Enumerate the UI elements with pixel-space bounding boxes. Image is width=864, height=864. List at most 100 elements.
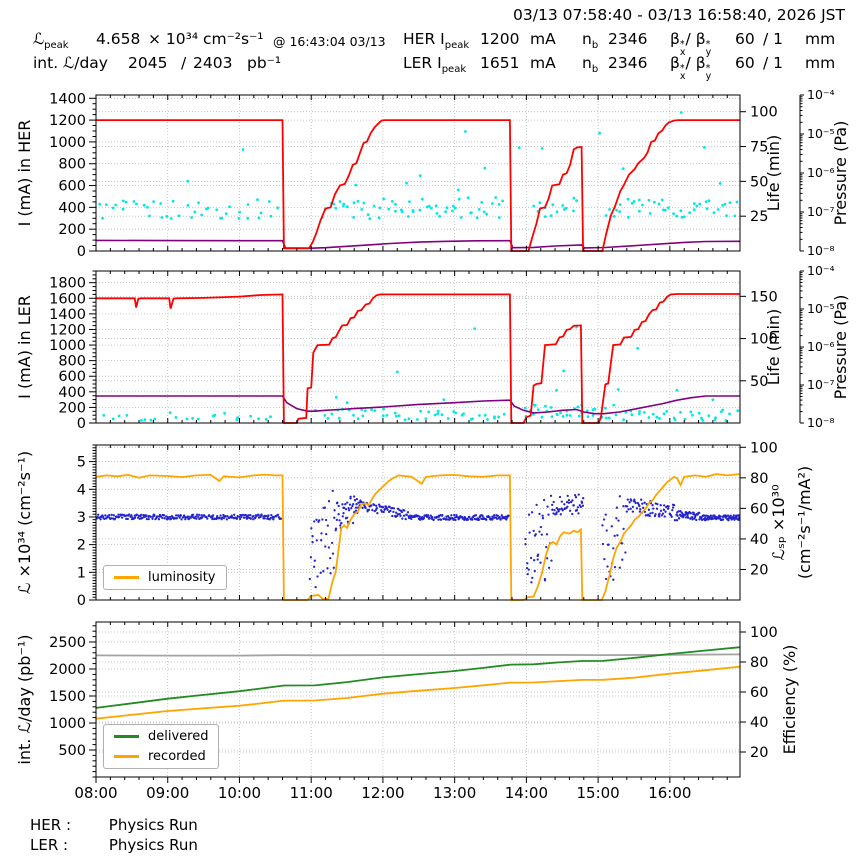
integrated-luminosity-chart: 08:00 09:00 10:00 11:00 12:00 13:00 14:00 15:00… [15, 621, 799, 802]
her-run-mode-row: HER : Physics Run [30, 816, 198, 834]
svg-text:40: 40 [750, 532, 768, 548]
her-current-line [96, 119, 741, 252]
integrated-luminosity-legend: delivered recorded [103, 724, 220, 769]
int-lum-unit: pb⁻¹ [247, 54, 282, 72]
legend-label: luminosity [148, 570, 216, 585]
her-beta-value: 60 [735, 30, 755, 48]
date-range: 03/13 07:58:40 - 03/13 16:58:40, 2026 JS… [513, 6, 845, 24]
ler-run-mode-value: Physics Run [108, 836, 198, 854]
svg-text:200: 200 [58, 222, 86, 238]
svg-text:1400: 1400 [49, 91, 86, 107]
svg-text:80: 80 [750, 655, 768, 671]
delivered-line [95, 646, 741, 709]
luminosity-chart: 0 1 2 3 4 5 ℒ ×10³⁴ (cm⁻²s⁻¹) 20 40 60 80 100 ℒₛₚ ×1… [15, 440, 814, 609]
svg-text:12:00: 12:00 [361, 784, 404, 802]
svg-text:50: 50 [750, 374, 768, 390]
svg-text:5: 5 [77, 455, 86, 471]
svg-text:1500: 1500 [49, 689, 86, 705]
ler-run-mode-label: LER : [30, 836, 69, 854]
svg-text:150: 150 [750, 289, 778, 305]
ler-nb-label: nb [582, 54, 599, 76]
svg-text:10⁻⁸: 10⁻⁸ [807, 415, 835, 430]
ler-beta-label: β * x / β * y [670, 54, 712, 83]
svg-text:800: 800 [58, 157, 86, 173]
peak-luminosity-timestamp: @ 16:43:04 03/13 [273, 34, 386, 49]
her-run-mode-value: Physics Run [108, 816, 198, 834]
svg-text:60: 60 [750, 685, 768, 701]
svg-text:600: 600 [58, 369, 86, 385]
svg-text:10:00: 10:00 [218, 784, 261, 802]
svg-text:1000: 1000 [49, 716, 86, 732]
ler-ipeak-label: LER Ipeak [403, 54, 467, 76]
luminosity-legend: luminosity [103, 565, 227, 590]
her-ipeak-unit: mA [530, 30, 556, 48]
svg-text:ℒ ×10³⁴ (cm⁻²s⁻¹): ℒ ×10³⁴ (cm⁻²s⁻¹) [15, 451, 34, 594]
svg-text:1000: 1000 [49, 135, 86, 151]
efficiency-line [95, 653, 741, 657]
svg-text:100: 100 [750, 625, 778, 641]
svg-text:10⁻⁶: 10⁻⁶ [807, 165, 835, 180]
recorded-line [95, 665, 741, 720]
svg-text:10⁻⁷: 10⁻⁷ [807, 377, 835, 392]
svg-text:100: 100 [750, 332, 778, 348]
svg-text:20: 20 [750, 745, 768, 761]
svg-text:1400: 1400 [49, 307, 86, 323]
legend-item-luminosity: luminosity [114, 570, 216, 585]
svg-text:2: 2 [77, 538, 86, 554]
int-lum-target: 2403 [193, 54, 233, 72]
delivered-swatch [114, 735, 139, 738]
svg-text:16:00: 16:00 [648, 784, 691, 802]
svg-text:1600: 1600 [49, 291, 86, 307]
svg-text:400: 400 [58, 385, 86, 401]
svg-text:500: 500 [58, 743, 86, 759]
recorded-swatch [114, 755, 139, 758]
svg-text:50: 50 [750, 174, 768, 190]
ler-ipeak-value: 1651 [480, 54, 520, 72]
ler-current-line [96, 293, 741, 424]
luminosity-swatch [114, 576, 139, 579]
her-nb-value: 2346 [608, 30, 648, 48]
int-lum-label: int. ℒ/day [33, 54, 108, 72]
svg-text:Pressure (Pa): Pressure (Pa) [831, 121, 850, 226]
svg-text:200: 200 [58, 400, 86, 416]
ler-beta-value: 60 [735, 54, 755, 72]
her-ipeak-label: HER Ipeak [403, 30, 470, 52]
ler-beta-unit: mm [805, 54, 836, 72]
ler-life-line [96, 395, 741, 415]
ler-ipeak-unit: mA [530, 54, 556, 72]
her-ipeak-value: 1200 [480, 30, 520, 48]
svg-text:2000: 2000 [49, 662, 86, 678]
svg-text:Life (min): Life (min) [764, 135, 783, 212]
svg-text:09:00: 09:00 [146, 784, 189, 802]
svg-text:08:00: 08:00 [74, 784, 117, 802]
svg-text:14:00: 14:00 [505, 784, 548, 802]
svg-text:100: 100 [750, 440, 778, 456]
svg-text:2500: 2500 [49, 635, 86, 651]
svg-text:3: 3 [77, 510, 86, 526]
her-beta-label: β * x / β * y [670, 30, 712, 59]
svg-text:400: 400 [58, 200, 86, 216]
svg-text:1200: 1200 [49, 113, 86, 129]
svg-text:I (mA) in LER: I (mA) in LER [15, 295, 34, 399]
svg-text:10⁻⁵: 10⁻⁵ [807, 126, 835, 141]
her-run-mode-label: HER : [30, 816, 72, 834]
peak-luminosity-value: 4.658 [96, 30, 141, 48]
svg-text:4: 4 [77, 482, 86, 498]
svg-text:10⁻⁸: 10⁻⁸ [807, 243, 835, 258]
svg-text:Life (min): Life (min) [764, 309, 783, 386]
svg-text:600: 600 [58, 179, 86, 195]
svg-text:1: 1 [77, 565, 86, 581]
svg-text:10⁻⁴: 10⁻⁴ [807, 263, 835, 278]
her-current-chart: 0 200 400 600 800 1000 1200 1400 I (mA) in HER 25… [15, 87, 850, 260]
peak-luminosity-unit: × 10³⁴ cm⁻²s⁻¹ [148, 30, 264, 48]
svg-text:75: 75 [750, 140, 768, 156]
her-beta-unit: mm [805, 30, 836, 48]
svg-text:40: 40 [750, 715, 768, 731]
svg-text:0: 0 [77, 244, 86, 260]
svg-text:15:00: 15:00 [576, 784, 619, 802]
svg-text:80: 80 [750, 471, 768, 487]
svg-text:ℒₛₚ ×10³⁰: ℒₛₚ ×10³⁰ [769, 484, 788, 560]
svg-text:I (mA) in HER: I (mA) in HER [15, 120, 34, 227]
svg-text:int. ℒ/day (pb⁻¹): int. ℒ/day (pb⁻¹) [15, 634, 34, 764]
